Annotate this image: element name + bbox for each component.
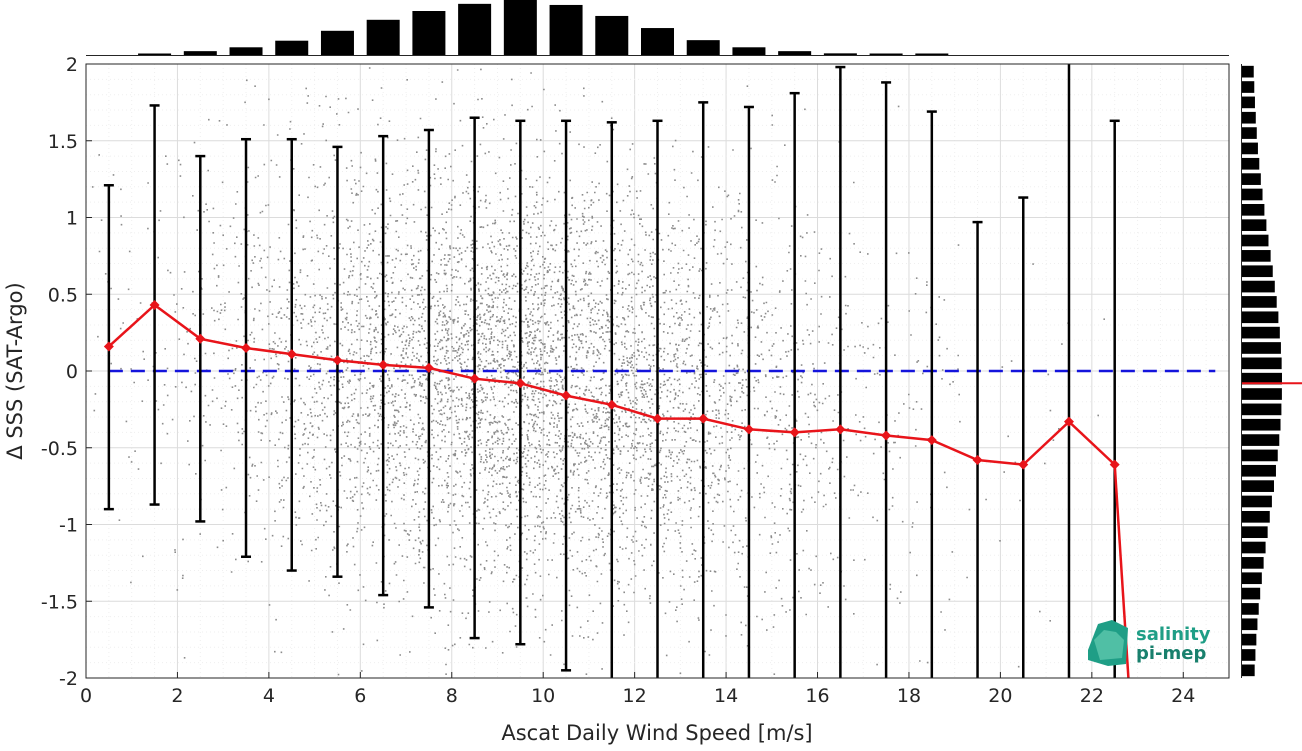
right-histogram-bar: [1242, 603, 1259, 615]
logo-line2: pi-mep: [1136, 643, 1206, 664]
x-axis-label: Ascat Daily Wind Speed [m/s]: [501, 721, 812, 745]
right-histogram-bar: [1242, 419, 1281, 431]
right-histogram: [1242, 64, 1302, 678]
x-tick-label: 20: [988, 685, 1012, 707]
right-histogram-bar: [1242, 388, 1282, 400]
right-histogram-bar: [1242, 327, 1280, 339]
right-histogram-bar: [1242, 250, 1271, 262]
right-histogram-bar: [1242, 158, 1259, 170]
top-histogram: [86, 0, 1229, 56]
y-axis-label: Δ SSS (SAT-Argo): [3, 282, 27, 459]
y-tick-label: 1.5: [48, 131, 78, 153]
x-tick-label: 4: [263, 685, 275, 707]
y-tick-label: 2: [66, 54, 78, 76]
right-histogram-bar: [1242, 204, 1264, 216]
right-histogram-bar: [1242, 572, 1262, 584]
top-histogram-bar: [504, 0, 537, 55]
right-histogram-bar: [1242, 189, 1263, 201]
salinity-pimep-logo: salinity pi-mep: [1088, 620, 1211, 666]
x-tick-label: 22: [1080, 685, 1104, 707]
right-histogram-bar: [1242, 480, 1274, 492]
right-histogram-bar: [1242, 173, 1261, 185]
top-histogram-bar: [778, 51, 811, 55]
right-histogram-bar: [1242, 265, 1273, 277]
top-histogram-bar: [915, 54, 948, 56]
top-histogram-bar: [550, 5, 583, 55]
logo-line1: salinity: [1136, 624, 1211, 645]
right-histogram-bar: [1242, 66, 1254, 78]
top-histogram-bar: [321, 31, 354, 55]
right-histogram-bar: [1242, 219, 1266, 231]
right-histogram-bar: [1242, 296, 1277, 308]
y-tick-label: 1: [66, 208, 78, 230]
right-histogram-bar: [1242, 434, 1279, 446]
x-tick-label: 16: [805, 685, 829, 707]
top-histogram-bar: [275, 41, 308, 55]
top-histogram-bar: [412, 11, 445, 55]
right-histogram-bar: [1242, 357, 1282, 369]
right-histogram-bar: [1242, 557, 1264, 569]
x-tick-label: 6: [354, 685, 366, 707]
x-tick-label: 12: [623, 685, 647, 707]
top-histogram-bar: [595, 16, 628, 55]
right-histogram-bar: [1242, 465, 1276, 477]
right-histogram-bar: [1242, 450, 1278, 462]
x-tick-label: 0: [80, 685, 92, 707]
top-histogram-bar: [184, 51, 217, 55]
x-tick-label: 2: [171, 685, 183, 707]
right-histogram-bar: [1242, 235, 1268, 247]
top-histogram-bar: [732, 47, 765, 55]
right-histogram-bar: [1242, 97, 1255, 109]
top-histogram-bar: [824, 53, 857, 55]
y-tick-label: -1: [59, 515, 78, 537]
right-histogram-bar: [1242, 664, 1255, 676]
x-tick-label: 10: [531, 685, 555, 707]
x-tick-label: 8: [446, 685, 458, 707]
top-histogram-bar: [870, 54, 903, 56]
right-histogram-bar: [1242, 143, 1258, 155]
right-histogram-bar: [1242, 588, 1260, 600]
x-tick-label: 18: [897, 685, 921, 707]
right-histogram-bar: [1242, 281, 1275, 293]
right-histogram-bar: [1242, 127, 1257, 139]
right-histogram-bar: [1242, 81, 1254, 93]
right-histogram-bar: [1242, 496, 1272, 508]
y-tick-label: -0.5: [41, 438, 78, 460]
right-histogram-bar: [1242, 112, 1256, 124]
top-histogram-bar: [641, 28, 674, 55]
top-histogram-bar: [230, 47, 263, 55]
right-histogram-bar: [1242, 526, 1268, 538]
right-histogram-bar: [1242, 342, 1281, 354]
x-tick-label: 24: [1171, 685, 1195, 707]
top-histogram-bar: [367, 20, 400, 55]
x-tick-label: 14: [714, 685, 738, 707]
right-histogram-bar: [1242, 511, 1270, 523]
right-histogram-bar: [1242, 542, 1266, 554]
y-tick-label: 0: [66, 361, 78, 383]
right-histogram-bar: [1242, 618, 1257, 630]
right-histogram-bar: [1242, 311, 1278, 323]
right-histogram-bar: [1242, 404, 1281, 416]
y-tick-label: -2: [59, 668, 78, 690]
right-histogram-bar: [1242, 634, 1256, 646]
y-tick-label: -1.5: [41, 591, 78, 613]
top-histogram-bar: [138, 54, 171, 56]
top-histogram-bar: [687, 40, 720, 55]
right-histogram-bar: [1242, 649, 1255, 661]
top-histogram-bar: [458, 4, 491, 55]
y-tick-label: 0.5: [48, 284, 78, 306]
